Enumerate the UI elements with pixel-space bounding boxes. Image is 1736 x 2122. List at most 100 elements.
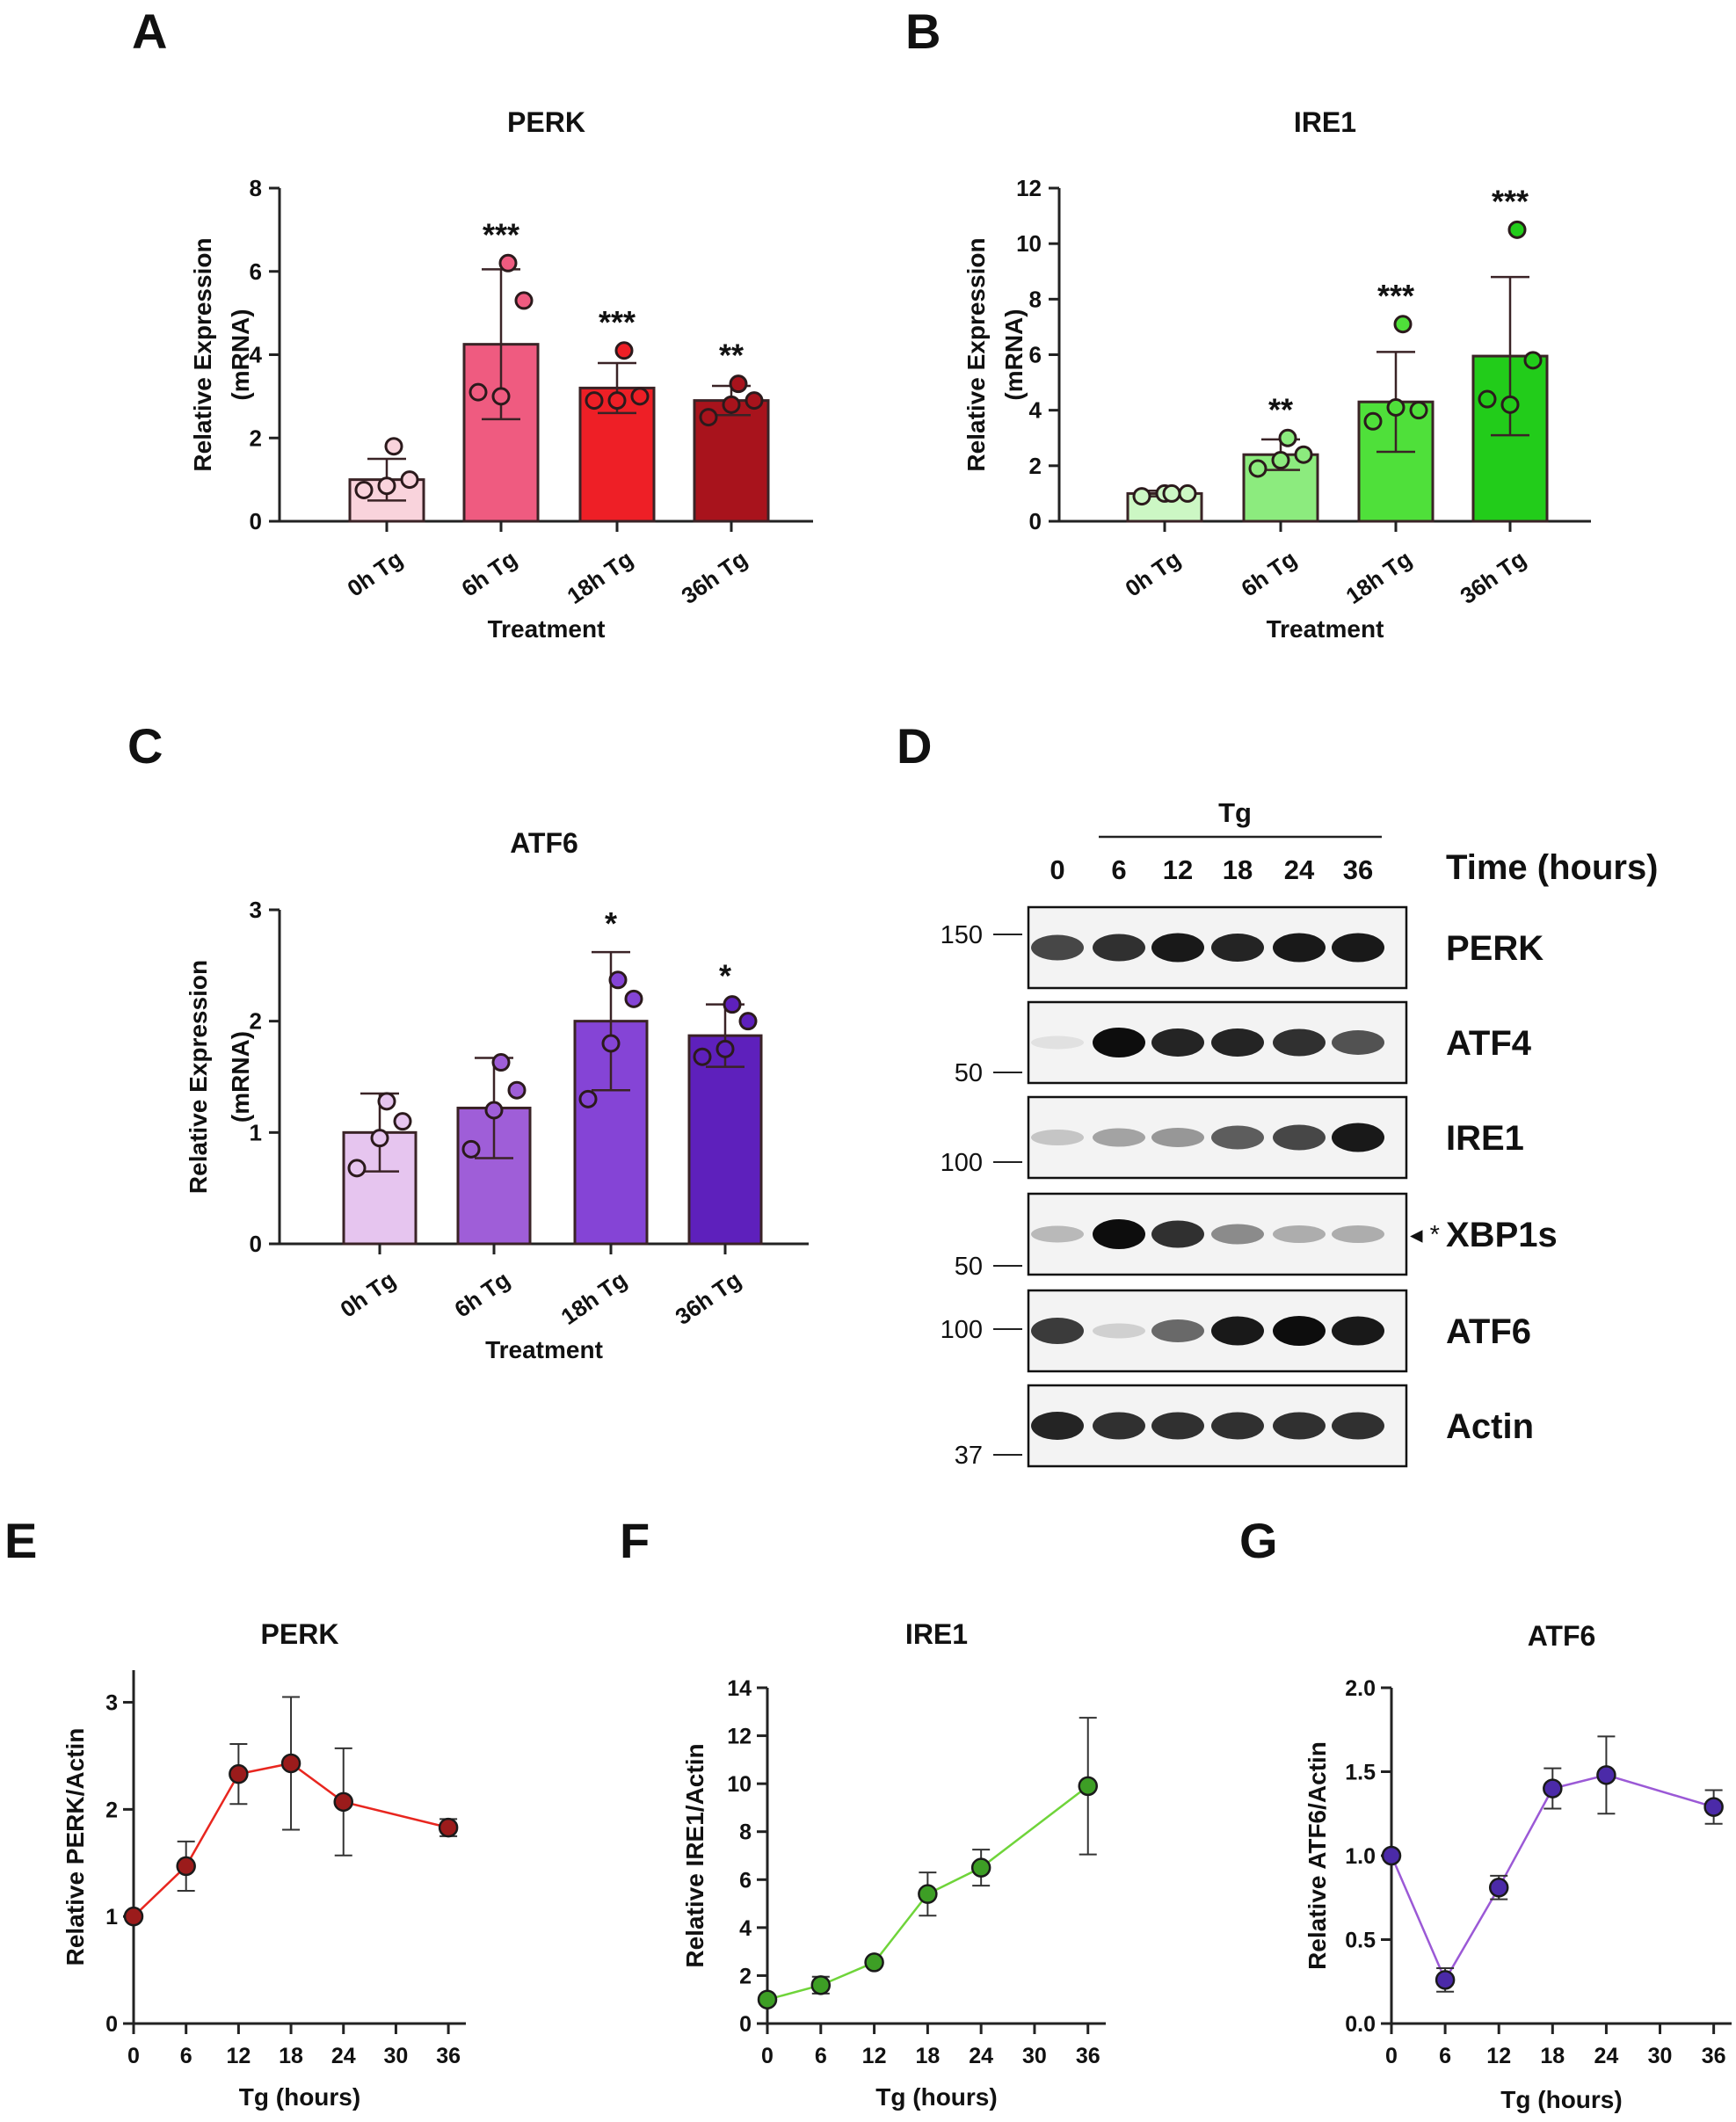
data-point <box>1596 1765 1616 1785</box>
lane-label: 12 <box>1163 854 1193 885</box>
chart-title: IRE1 <box>905 1618 968 1650</box>
band <box>1211 1028 1264 1057</box>
data-point <box>229 1763 249 1784</box>
x-tick-label: 0 <box>1385 2044 1398 2068</box>
band-marker: ◂ * <box>1410 1221 1440 1249</box>
y-tick-label: 12 <box>1016 175 1042 201</box>
data-point <box>1507 220 1527 239</box>
data-point <box>354 480 374 499</box>
chart-a-perk-mrna: PERK 0 2 4 6 8 Relative Expression (mRNA) Treatm… <box>189 106 813 643</box>
data-point <box>400 470 419 490</box>
mw-label: 150 <box>941 921 983 949</box>
y-tick-label: 8 <box>739 1820 752 1845</box>
significance-marker: *** <box>599 304 636 340</box>
data-point <box>1435 1970 1456 1990</box>
protein-label: ATF4 <box>1446 1024 1532 1063</box>
mw-label: 50 <box>955 1059 983 1087</box>
x-tick-label: 6 <box>815 2044 827 2068</box>
data-point <box>1523 351 1543 370</box>
band <box>1093 1128 1145 1147</box>
data-point <box>377 476 396 496</box>
y-tick-label: 4 <box>1029 397 1042 424</box>
chart-title: PERK <box>507 106 585 138</box>
mw-label: 50 <box>955 1253 983 1281</box>
x-tick-label: 18 <box>279 2044 303 2068</box>
band <box>1151 1220 1204 1248</box>
significance-marker: * <box>719 958 731 994</box>
y-axis-label: Relative PERK/Actin <box>62 1728 89 1966</box>
band <box>1332 1316 1384 1346</box>
blot-row-atf4: ATF4 50 <box>955 1000 1532 1087</box>
band <box>1211 934 1264 962</box>
y-tick-label: 6 <box>250 258 262 285</box>
band <box>1273 1412 1326 1440</box>
data-point <box>1178 483 1197 503</box>
data-point <box>1488 1878 1509 1898</box>
data-point <box>864 1952 884 1973</box>
data-point <box>1381 1845 1402 1866</box>
band <box>1031 1318 1084 1344</box>
data-point <box>1294 445 1313 464</box>
protein-label: PERK <box>1446 929 1544 968</box>
data-point <box>693 1047 712 1066</box>
data-point <box>333 1791 353 1813</box>
data-point <box>347 1159 367 1178</box>
data-point <box>729 374 748 394</box>
band <box>1332 1030 1384 1055</box>
y-axis-label-unit: (mRNA) <box>1000 309 1028 400</box>
x-tick-label: 6h Tg <box>456 545 521 601</box>
band <box>1332 1225 1384 1243</box>
x-tick-label: 6h Tg <box>1236 545 1301 601</box>
band <box>1273 1124 1326 1151</box>
y-tick-label: 10 <box>1016 230 1042 257</box>
y-tick-label: 2.0 <box>1345 1676 1376 1701</box>
data-point <box>1132 487 1151 506</box>
data-point <box>514 291 534 310</box>
panel-letter-a: A <box>132 4 167 59</box>
x-tick-label: 24 <box>331 2044 356 2068</box>
western-blot-d: Tg Time (hours) 0 6 12 18 24 36 PERK 150 ATF4 50 IRE… <box>941 797 1659 1470</box>
data-point <box>1409 401 1428 420</box>
data-point <box>1271 451 1290 470</box>
x-tick-label: 0 <box>127 2044 140 2068</box>
data-point <box>699 408 718 427</box>
y-tick-label: 0 <box>1029 508 1042 534</box>
x-axis-label: Treatment <box>485 1336 603 1363</box>
data-point <box>280 1753 301 1774</box>
band <box>1332 933 1384 963</box>
data-point <box>370 1129 389 1148</box>
panel-letter-d: D <box>897 718 932 774</box>
y-tick-label: 2 <box>105 1798 118 1822</box>
data-point <box>393 1112 412 1131</box>
band <box>1093 1412 1145 1440</box>
band <box>1211 1412 1264 1440</box>
chart-c-atf6-mrna: ATF6 0 1 2 3 Relative Expression (mRNA) Treatme… <box>185 827 809 1363</box>
band <box>1093 934 1145 962</box>
data-point <box>384 437 403 456</box>
x-tick-label: 30 <box>1648 2044 1673 2068</box>
y-tick-label: 8 <box>250 175 262 201</box>
lane-label: 6 <box>1111 854 1126 885</box>
x-tick-label: 6 <box>180 2044 192 2068</box>
lane-label: 24 <box>1284 854 1315 885</box>
y-tick-label: 1.0 <box>1345 1844 1376 1869</box>
data-point <box>715 1039 735 1058</box>
x-tick-label: 36 <box>1076 2044 1100 2068</box>
data-point <box>1363 411 1383 431</box>
x-tick-label: 0h Tg <box>342 545 407 601</box>
x-tick-label: 30 <box>1022 2044 1047 2068</box>
y-tick-label: 8 <box>1029 286 1042 312</box>
data-point <box>624 989 643 1008</box>
y-axis-label: Relative Expression <box>962 237 990 471</box>
band <box>1151 1028 1204 1057</box>
data-point <box>498 253 518 273</box>
treatment-label: Tg <box>1218 797 1252 828</box>
x-axis-label: Tg (hours) <box>239 2083 360 2111</box>
data-point <box>1162 483 1181 503</box>
data-point <box>507 1080 527 1100</box>
data-point <box>745 391 764 411</box>
data-point <box>614 341 634 360</box>
panel-letter-b: B <box>905 4 941 59</box>
y-tick-label: 14 <box>727 1676 752 1701</box>
x-tick-label: 0 <box>761 2044 774 2068</box>
